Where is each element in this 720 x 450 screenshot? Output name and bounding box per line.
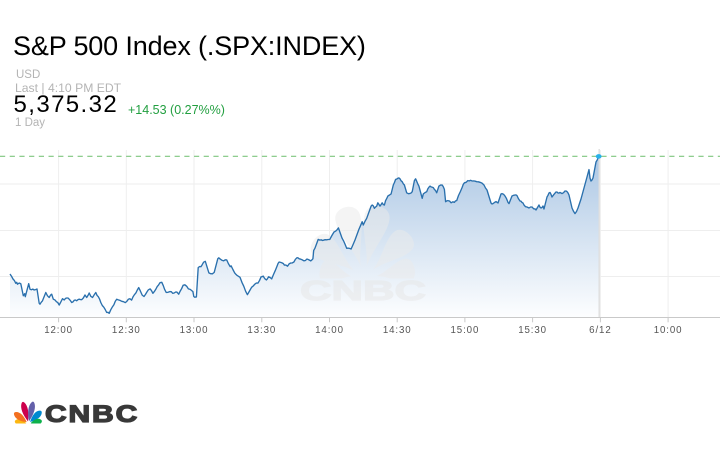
svg-text:14:00: 14:00 xyxy=(315,325,344,336)
svg-text:CNBC: CNBC xyxy=(45,400,139,427)
svg-text:15:30: 15:30 xyxy=(518,325,547,336)
svg-text:6/12: 6/12 xyxy=(589,325,611,336)
svg-text:15:00: 15:00 xyxy=(451,325,480,336)
svg-text:13:30: 13:30 xyxy=(247,325,276,336)
svg-text:12:00: 12:00 xyxy=(44,325,73,336)
svg-text:12:30: 12:30 xyxy=(112,325,141,336)
svg-text:CNBC: CNBC xyxy=(300,275,426,306)
svg-text:14:30: 14:30 xyxy=(383,325,412,336)
svg-text:13:00: 13:00 xyxy=(180,325,209,336)
svg-text:10:00: 10:00 xyxy=(654,325,683,336)
